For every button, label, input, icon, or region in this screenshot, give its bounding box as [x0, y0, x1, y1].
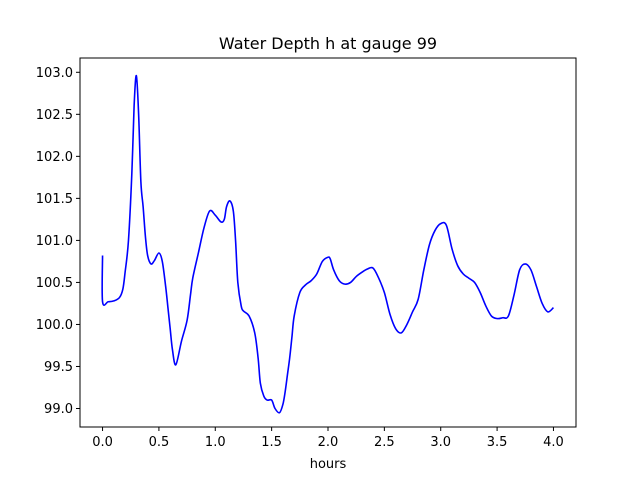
y-tick-label: 101.5 [36, 192, 73, 207]
chart-title: Water Depth h at gauge 99 [219, 34, 437, 53]
x-tick-label: 1.0 [205, 435, 226, 450]
x-tick-label: 4.0 [543, 435, 564, 450]
y-axis: 99.0 99.5 100.0 100.5 101.0 101.5 102.0 102.5 10… [36, 66, 80, 417]
series-line [101, 74, 554, 414]
x-tick-label: 2.0 [318, 435, 339, 450]
plot-area [80, 58, 576, 427]
x-tick-label: 0.0 [92, 435, 113, 450]
x-axis-label: hours [310, 457, 347, 472]
x-tick-label: 3.0 [430, 435, 451, 450]
y-tick-label: 100.5 [36, 276, 73, 291]
x-tick-label: 0.5 [149, 435, 170, 450]
x-tick-label: 2.5 [374, 435, 395, 450]
y-tick-label: 102.0 [36, 150, 73, 165]
y-tick-label: 103.0 [36, 66, 73, 81]
x-axis: 0.0 0.5 1.0 1.5 2.0 2.5 3.0 3.5 4.0 [92, 427, 564, 450]
y-tick-label: 100.0 [36, 318, 73, 333]
series-layer [101, 74, 554, 414]
y-tick-label: 101.0 [36, 234, 73, 249]
y-tick-label: 102.5 [36, 108, 73, 123]
x-tick-label: 3.5 [487, 435, 508, 450]
y-tick-label: 99.5 [44, 360, 73, 375]
y-tick-label: 99.0 [44, 402, 73, 417]
x-tick-label: 1.5 [261, 435, 282, 450]
